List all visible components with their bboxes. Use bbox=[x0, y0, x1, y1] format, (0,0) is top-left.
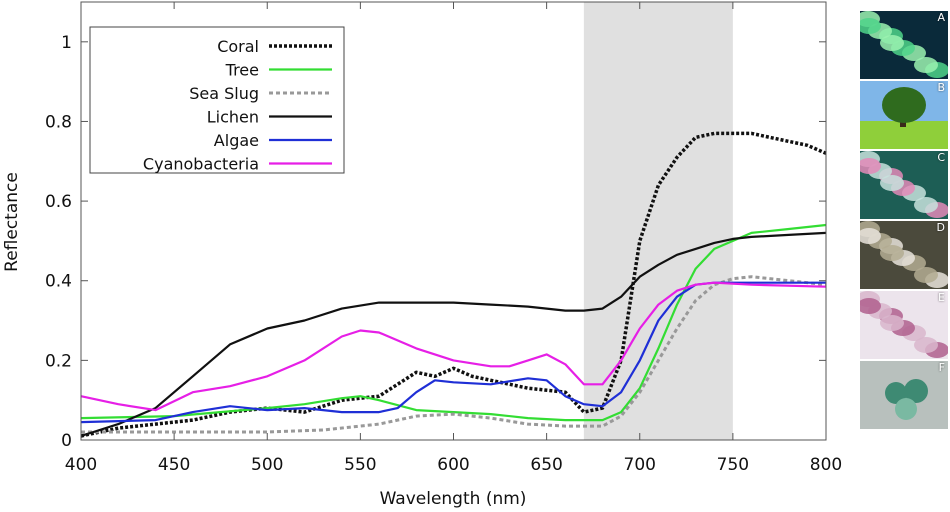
series-line-algae bbox=[80, 281, 826, 424]
photo-letter: C bbox=[937, 151, 945, 164]
reflectance-chart: 400 450 500 550 600 650 700 750 800 0 0.2 0.4 0.6 0.… bbox=[2, 1, 842, 509]
legend-label: Algae bbox=[214, 131, 259, 150]
x-tick-label: 450 bbox=[158, 455, 190, 475]
y-axis-ticks: 0 0.2 0.4 0.6 0.8 1 bbox=[45, 33, 826, 451]
y-tick-label: 1 bbox=[61, 33, 72, 53]
series-line-cyanobacteria bbox=[80, 281, 827, 412]
photo-image bbox=[860, 81, 948, 149]
x-tick-label: 500 bbox=[251, 455, 283, 475]
photo-lichen: D bbox=[860, 221, 948, 289]
legend: Coral Tree Sea Slug Lichen Algae Cyanobacteri… bbox=[89, 26, 345, 174]
series-line-coral bbox=[80, 131, 827, 438]
photo-image bbox=[860, 151, 948, 219]
photo-letter: E bbox=[938, 291, 945, 304]
photo-coral: A bbox=[860, 11, 948, 79]
photo-image bbox=[860, 221, 948, 289]
photo-algae: E bbox=[860, 291, 948, 359]
y-tick-label: 0.8 bbox=[45, 112, 72, 132]
y-tick-label: 0.2 bbox=[45, 351, 72, 371]
x-tick-label: 400 bbox=[65, 455, 97, 475]
series-line-tree bbox=[80, 223, 827, 422]
legend-label: Lichen bbox=[207, 108, 259, 127]
photo-letter: F bbox=[938, 361, 945, 374]
legend-label: Tree bbox=[225, 61, 259, 80]
photo-image bbox=[860, 11, 948, 79]
series-layer bbox=[80, 131, 827, 438]
photo-letter: B bbox=[937, 81, 945, 94]
x-tick-label: 800 bbox=[810, 455, 842, 475]
photo-image bbox=[860, 291, 948, 359]
legend-label: Sea Slug bbox=[189, 84, 259, 103]
photo-cyanobacteria: F bbox=[860, 361, 948, 429]
y-tick-label: 0 bbox=[61, 431, 72, 451]
x-tick-label: 600 bbox=[437, 455, 469, 475]
photo-tree: B bbox=[860, 81, 948, 149]
y-tick-label: 0.6 bbox=[45, 192, 72, 212]
series-line-sea-slug bbox=[81, 275, 827, 434]
photo-letter: A bbox=[937, 11, 945, 24]
photo-letter: D bbox=[936, 221, 945, 234]
legend-label: Coral bbox=[217, 37, 259, 56]
legend-box bbox=[89, 26, 345, 174]
series-line-lichen bbox=[80, 231, 827, 438]
y-tick-label: 0.4 bbox=[45, 272, 72, 292]
photo-sea-slug: C bbox=[860, 151, 948, 219]
photo-image bbox=[860, 361, 948, 429]
shaded-region bbox=[583, 2, 733, 440]
legend-label: Cyanobacteria bbox=[143, 155, 259, 174]
x-tick-label: 550 bbox=[344, 455, 376, 475]
x-tick-label: 650 bbox=[530, 455, 562, 475]
specimen-photos: A B C D E F bbox=[860, 11, 948, 431]
x-axis-ticks: 400 450 500 550 600 650 700 750 800 bbox=[65, 2, 842, 475]
x-tick-label: 700 bbox=[624, 455, 656, 475]
x-tick-label: 750 bbox=[717, 455, 749, 475]
x-axis-label: Wavelength (nm) bbox=[380, 489, 527, 509]
y-axis-label: Reflectance bbox=[2, 172, 22, 272]
